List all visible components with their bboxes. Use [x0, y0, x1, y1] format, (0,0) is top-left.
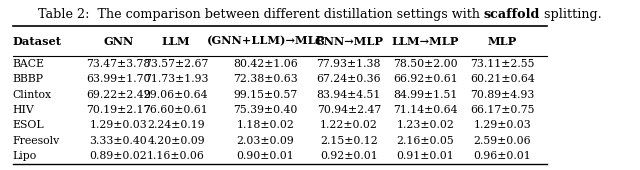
- Text: 1.18±0.02: 1.18±0.02: [237, 121, 294, 131]
- Text: 2.15±0.12: 2.15±0.12: [320, 136, 378, 146]
- Text: 73.57±2.67: 73.57±2.67: [144, 59, 208, 69]
- Text: 71.14±0.64: 71.14±0.64: [394, 105, 458, 115]
- Text: 0.96±0.01: 0.96±0.01: [474, 151, 531, 161]
- Text: Clintox: Clintox: [13, 90, 52, 100]
- Text: 67.24±0.36: 67.24±0.36: [317, 74, 381, 84]
- Text: 4.20±0.09: 4.20±0.09: [147, 136, 205, 146]
- Text: 80.42±1.06: 80.42±1.06: [233, 59, 298, 69]
- Text: 0.92±0.01: 0.92±0.01: [320, 151, 378, 161]
- Text: GNN: GNN: [103, 36, 134, 47]
- Text: BBBP: BBBP: [13, 74, 44, 84]
- Text: 1.29±0.03: 1.29±0.03: [474, 121, 531, 131]
- Text: 72.38±0.63: 72.38±0.63: [233, 74, 298, 84]
- Text: 83.94±4.51: 83.94±4.51: [317, 90, 381, 100]
- Text: 99.06±0.64: 99.06±0.64: [144, 90, 208, 100]
- Text: 66.92±0.61: 66.92±0.61: [393, 74, 458, 84]
- Text: HIV: HIV: [13, 105, 35, 115]
- Text: MLP: MLP: [488, 36, 517, 47]
- Text: 69.22±2.42: 69.22±2.42: [86, 90, 150, 100]
- Text: splitting.: splitting.: [540, 8, 602, 21]
- Text: (GNN+LLM)→MLP: (GNN+LLM)→MLP: [207, 36, 324, 47]
- Text: Freesolv: Freesolv: [13, 136, 60, 146]
- Text: 73.11±2.55: 73.11±2.55: [470, 59, 534, 69]
- Text: 75.39±0.40: 75.39±0.40: [234, 105, 298, 115]
- Text: GNN→MLP: GNN→MLP: [314, 36, 383, 47]
- Text: 70.94±2.47: 70.94±2.47: [317, 105, 381, 115]
- Text: 1.22±0.02: 1.22±0.02: [320, 121, 378, 131]
- Text: 78.50±2.00: 78.50±2.00: [394, 59, 458, 69]
- Text: 2.59±0.06: 2.59±0.06: [474, 136, 531, 146]
- Text: 70.89±4.93: 70.89±4.93: [470, 90, 534, 100]
- Text: BACE: BACE: [13, 59, 45, 69]
- Text: 0.89±0.02: 0.89±0.02: [90, 151, 147, 161]
- Text: scaffold: scaffold: [484, 8, 540, 21]
- Text: Dataset: Dataset: [13, 36, 62, 47]
- Text: 70.19±2.17: 70.19±2.17: [86, 105, 150, 115]
- Text: 1.16±0.06: 1.16±0.06: [147, 151, 205, 161]
- Text: 77.93±1.38: 77.93±1.38: [317, 59, 381, 69]
- Text: 60.21±0.64: 60.21±0.64: [470, 74, 535, 84]
- Text: Table 2:  The comparison between different distillation settings with: Table 2: The comparison between differen…: [38, 8, 484, 21]
- Text: LLM→MLP: LLM→MLP: [392, 36, 460, 47]
- Text: 71.73±1.93: 71.73±1.93: [144, 74, 208, 84]
- Text: 63.99±1.70: 63.99±1.70: [86, 74, 150, 84]
- Text: 1.23±0.02: 1.23±0.02: [397, 121, 454, 131]
- Text: 2.24±0.19: 2.24±0.19: [147, 121, 205, 131]
- Text: 2.03±0.09: 2.03±0.09: [237, 136, 294, 146]
- Text: 99.15±0.57: 99.15±0.57: [234, 90, 298, 100]
- Text: ESOL: ESOL: [13, 121, 44, 131]
- Text: LLM: LLM: [162, 36, 190, 47]
- Text: 84.99±1.51: 84.99±1.51: [394, 90, 458, 100]
- Text: 0.91±0.01: 0.91±0.01: [397, 151, 454, 161]
- Text: 1.29±0.03: 1.29±0.03: [90, 121, 147, 131]
- Text: Lipo: Lipo: [13, 151, 37, 161]
- Text: 73.47±3.78: 73.47±3.78: [86, 59, 150, 69]
- Text: 2.16±0.05: 2.16±0.05: [397, 136, 454, 146]
- Text: 3.33±0.40: 3.33±0.40: [90, 136, 147, 146]
- Text: 66.17±0.75: 66.17±0.75: [470, 105, 534, 115]
- Text: 0.90±0.01: 0.90±0.01: [237, 151, 294, 161]
- Text: 76.60±0.61: 76.60±0.61: [143, 105, 209, 115]
